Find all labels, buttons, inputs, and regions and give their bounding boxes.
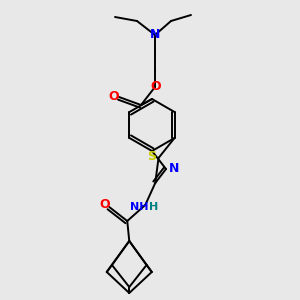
Text: N: N xyxy=(169,163,179,176)
Text: O: O xyxy=(99,197,110,211)
Text: NH: NH xyxy=(130,202,148,212)
Text: S: S xyxy=(147,151,156,164)
Text: H: H xyxy=(148,202,158,212)
Text: N: N xyxy=(150,28,160,41)
Text: O: O xyxy=(109,89,119,103)
Text: O: O xyxy=(151,80,161,94)
